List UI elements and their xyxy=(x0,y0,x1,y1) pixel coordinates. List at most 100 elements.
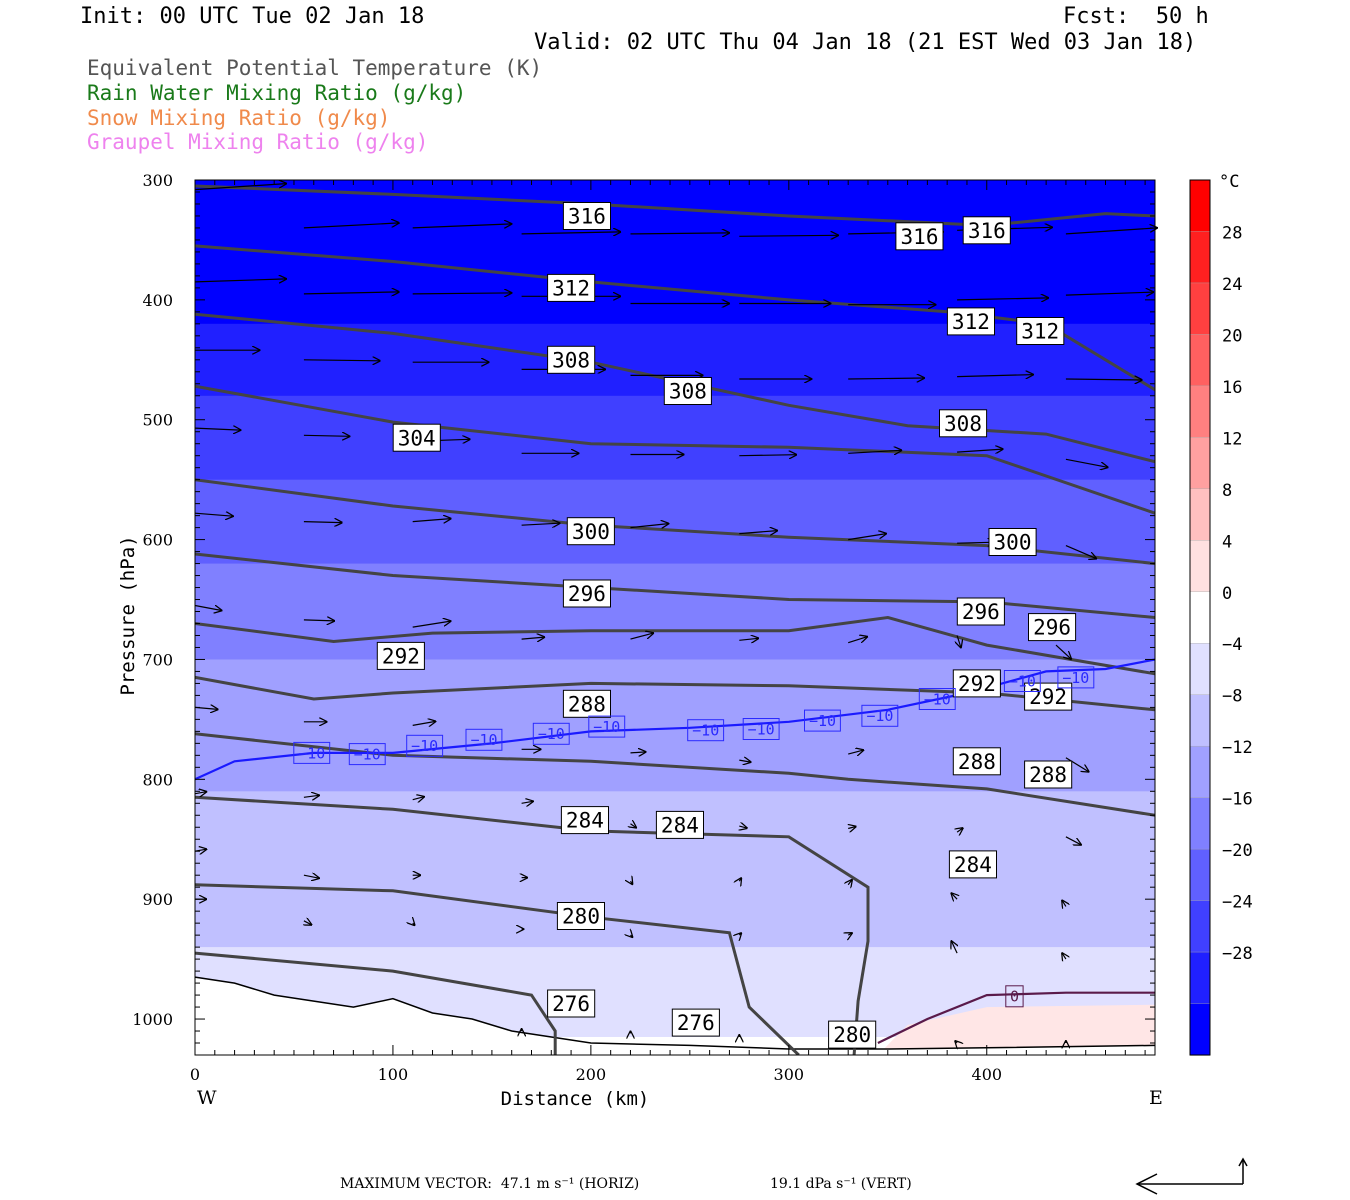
wind-vector xyxy=(951,941,957,954)
temperature-band xyxy=(195,180,1155,199)
temperature-band xyxy=(195,743,1155,756)
temperature-band xyxy=(195,575,1155,589)
colorbar-frame xyxy=(1189,179,1211,1056)
contour-label-box xyxy=(952,747,1001,776)
temperature-band xyxy=(195,965,1155,975)
wind-vector xyxy=(412,224,512,229)
contour-label-box xyxy=(465,728,503,751)
contour-label-text: 312 xyxy=(552,276,590,300)
temperature-band xyxy=(195,350,1155,361)
isotherm-label: −10 xyxy=(1003,670,1041,692)
colorbar-cell xyxy=(1189,540,1211,593)
contour-label-text: 308 xyxy=(552,348,590,372)
y-axis-label: Pressure (hPa) xyxy=(117,535,139,695)
wind-vector xyxy=(630,233,730,234)
isotherm-0 xyxy=(877,991,1155,1044)
temperature-band xyxy=(195,233,1155,253)
isotherm-label: −10 xyxy=(406,734,444,757)
contour-label-box xyxy=(1005,985,1024,1008)
colorbar-label: 4 xyxy=(1222,532,1232,552)
colorbar-label: −24 xyxy=(1222,893,1253,913)
colorbar-cell xyxy=(1189,179,1211,233)
contour-label-box xyxy=(562,579,612,608)
temperature-band xyxy=(195,755,1155,768)
colorbar-cell xyxy=(1189,488,1211,541)
contour-label-text: −10 xyxy=(1062,669,1089,687)
temperature-band xyxy=(195,659,1155,673)
wind-vector xyxy=(848,933,852,935)
wind-vector xyxy=(194,792,206,794)
contour-label-text: −10 xyxy=(354,746,381,764)
wind-vector xyxy=(848,880,852,885)
colorbar-label: 20 xyxy=(1222,326,1242,346)
contour-label-text: 296 xyxy=(962,600,1000,624)
temperature-band xyxy=(195,899,1155,912)
wind-vector xyxy=(957,298,1048,300)
contour-label-text: −10 xyxy=(538,725,565,743)
contour-label-box xyxy=(547,345,596,374)
x-end-label-east: E xyxy=(1149,1087,1163,1109)
contour-label-text: 280 xyxy=(562,905,600,929)
isotherm-label: −10 xyxy=(588,715,626,738)
wind-vector xyxy=(1065,379,1142,380)
wind-vector xyxy=(848,637,867,644)
contour-label-text: 276 xyxy=(677,1011,715,1035)
y-tick-label: 800 xyxy=(142,770,173,789)
isotherm-label: −10 xyxy=(348,743,386,766)
colorbar-cell xyxy=(1189,1003,1211,1056)
wind-vector xyxy=(303,795,319,797)
wind-vector xyxy=(957,449,1003,452)
colorbar-label: −20 xyxy=(1222,841,1253,861)
colorbar-label: 0 xyxy=(1222,584,1232,604)
colorbar-cell xyxy=(1189,591,1211,644)
isotherm--10 xyxy=(194,658,1156,781)
contour-label-text: 292 xyxy=(382,644,420,668)
x-tick-label: 100 xyxy=(378,1065,409,1084)
isotherm-label: −10 xyxy=(918,688,956,710)
wind-vector xyxy=(194,279,286,282)
legend-snow: Snow Mixing Ratio (g/kg) xyxy=(87,106,391,130)
wind-vector xyxy=(739,531,777,534)
contour-label-box xyxy=(532,722,570,745)
wind-vector xyxy=(630,633,654,640)
theta-e-label: 300 xyxy=(566,517,615,546)
temperature-band xyxy=(195,437,1155,449)
theta-e-label: 300 xyxy=(988,528,1037,556)
contour-label-text: 312 xyxy=(952,310,990,334)
colorbar-label: −4 xyxy=(1222,635,1242,655)
contour-label-box xyxy=(861,704,899,727)
wind-vector xyxy=(413,923,415,925)
wind-vector xyxy=(957,635,961,648)
temperature-band xyxy=(195,935,1155,948)
temperature-band xyxy=(195,599,1155,613)
temperature-band xyxy=(195,923,1155,936)
theta-e-contour-280 xyxy=(195,795,870,1055)
forecast-hour: Fcst: 50 h xyxy=(1063,4,1209,29)
isotherm-label: 0 xyxy=(1005,985,1024,1008)
contour-label-box xyxy=(406,734,444,757)
isotherm-label: −10 xyxy=(532,722,570,745)
temperature-band xyxy=(195,427,1155,439)
wind-vector xyxy=(303,223,399,229)
colorbar-unit: °C xyxy=(1219,172,1239,192)
contour-label-text: 300 xyxy=(572,520,610,544)
max-vert-text: 19.1 dPa s⁻¹ (VERT) xyxy=(770,1176,912,1192)
colorbar-label: −28 xyxy=(1222,944,1253,964)
contour-label-box xyxy=(293,741,331,764)
theta-e-label: 312 xyxy=(1016,317,1065,345)
temperature-band xyxy=(195,458,1155,470)
contour-label-box xyxy=(895,222,944,251)
wind-vector xyxy=(630,752,646,753)
colorbar-label: 24 xyxy=(1222,275,1242,295)
wind-vector xyxy=(1065,757,1089,772)
temperature-band xyxy=(195,198,1155,217)
contour-label-box xyxy=(560,806,610,835)
wind-vector xyxy=(739,235,838,236)
theta-e-label: 280 xyxy=(828,1020,877,1049)
contour-label-text: −10 xyxy=(924,690,951,708)
wind-vector xyxy=(1055,644,1071,659)
legend-theta-e: Equivalent Potential Temperature (K) xyxy=(87,56,543,80)
temperature-band xyxy=(195,875,1155,888)
contour-label-text: 316 xyxy=(968,219,1006,243)
contour-label-text: −10 xyxy=(1009,672,1036,690)
